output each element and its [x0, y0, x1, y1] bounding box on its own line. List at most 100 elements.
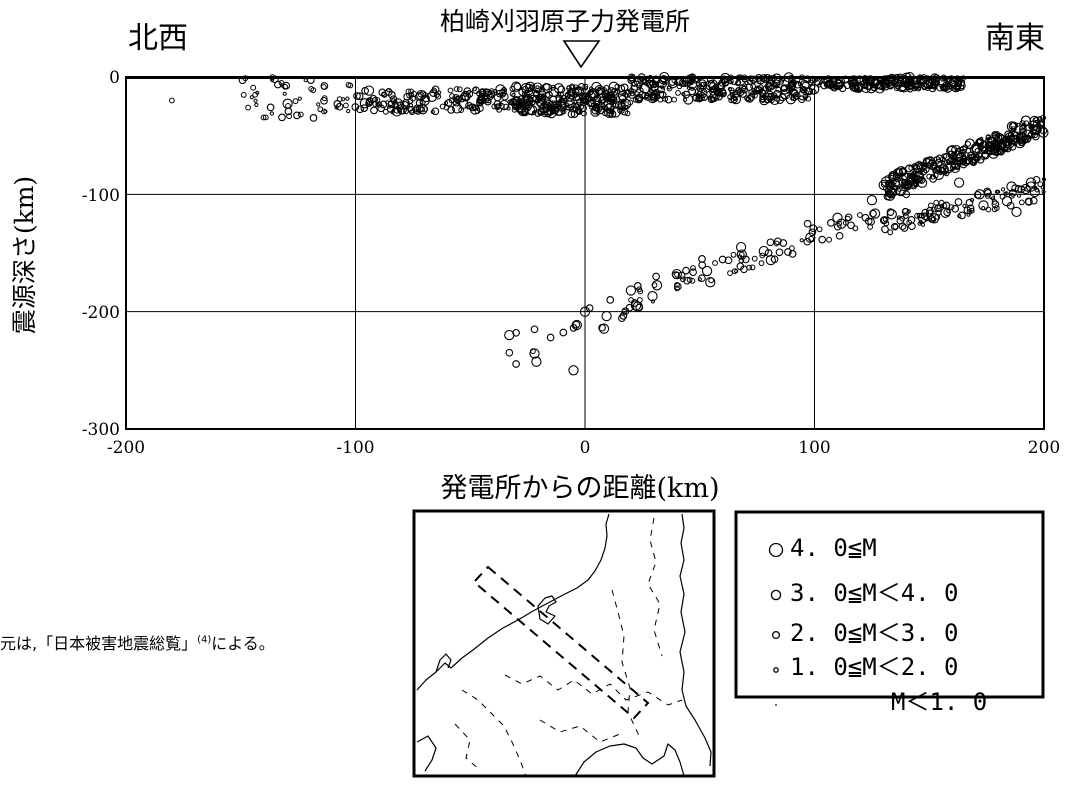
earthquake-point: [452, 94, 460, 102]
earthquake-point: [751, 255, 758, 262]
earthquake-point: [653, 97, 658, 102]
earthquake-point: [351, 103, 360, 111]
earthquake-point: [926, 173, 933, 180]
earthquake-point: [431, 87, 438, 94]
earthquake-point: [408, 103, 413, 108]
earthquake-point: [630, 300, 642, 311]
earthquake-point: [753, 89, 758, 94]
earthquake-point: [799, 238, 804, 243]
earthquake-point: [572, 320, 581, 329]
earthquake-point: [882, 186, 888, 191]
earthquake-point: [989, 144, 1000, 156]
y-tick-labels: 0 -100 -200 -300: [82, 68, 120, 440]
earthquake-point: [1012, 142, 1018, 147]
earthquake-point: [690, 265, 696, 271]
earthquake-point: [972, 154, 981, 163]
earthquake-point: [689, 268, 697, 277]
earthquake-point: [892, 223, 899, 230]
earthquake-point: [657, 96, 664, 103]
earthquake-point: [1030, 124, 1042, 136]
x-tick-label: 0: [580, 438, 591, 458]
earthquake-point: [547, 110, 553, 116]
earthquake-point: [923, 78, 934, 90]
earthquake-point: [683, 276, 691, 285]
earthquake-point: [942, 201, 951, 210]
y-tick-label: 0: [109, 68, 120, 88]
legend-symbol: [771, 630, 781, 640]
x-tick-labels: -200 -100 0 100 200: [107, 438, 1060, 458]
earthquake-point: [958, 211, 966, 220]
earthquake-point: [826, 236, 832, 243]
earthquake-point: [999, 134, 1005, 141]
earthquake-point: [741, 255, 750, 264]
y-axis-label: 震源深さ(km): [10, 176, 39, 334]
earthquake-point: [995, 143, 1002, 150]
earthquake-point: [378, 88, 387, 97]
earthquake-point: [606, 296, 615, 304]
earthquake-point: [557, 85, 566, 94]
earthquake-point: [1009, 189, 1017, 197]
earthquake-point: [297, 111, 304, 118]
earthquake-point: [487, 90, 496, 98]
earthquake-point: [501, 87, 507, 93]
earthquake-point: [535, 85, 540, 90]
earthquake-point: [707, 95, 712, 100]
earthquake-point: [453, 95, 462, 104]
earthquake-point: [923, 79, 928, 84]
earthquake-point: [1017, 136, 1026, 144]
earthquake-point: [479, 92, 486, 99]
earthquake-point: [940, 203, 945, 208]
earthquake-point: [1030, 129, 1037, 136]
earthquake-point: [978, 141, 989, 152]
earthquake-point: [648, 89, 654, 94]
earthquake-point: [896, 166, 907, 177]
earthquake-point: [683, 94, 694, 105]
earthquake-point: [410, 95, 416, 102]
earthquake-point: [935, 209, 942, 216]
earthquake-point: [570, 110, 579, 118]
earthquake-point: [1041, 177, 1047, 182]
earthquake-point: [883, 220, 890, 227]
earthquake-point: [935, 154, 944, 163]
earthquake-point: [377, 104, 385, 113]
earthquake-point: [999, 193, 1006, 200]
earthquake-point: [920, 213, 925, 219]
earthquake-point: [1018, 199, 1025, 206]
earthquake-point: [973, 156, 978, 161]
earthquake-point: [928, 213, 940, 224]
earthquake-point: [618, 314, 626, 323]
west-coast: [416, 735, 437, 772]
earthquake-point: [321, 108, 327, 115]
earthquake-point: [1041, 189, 1046, 194]
earthquake-point: [930, 217, 936, 222]
earthquake-point: [545, 90, 553, 99]
earthquake-point: [529, 84, 535, 91]
earthquake-point: [499, 88, 507, 97]
earthquake-point: [698, 274, 706, 283]
earthquake-point: [914, 212, 920, 219]
plot-area: [125, 71, 1049, 430]
earthquake-point: [947, 145, 958, 156]
earthquake-point: [386, 105, 395, 113]
earthquake-point: [1019, 120, 1026, 126]
earthquake-point: [974, 189, 985, 200]
earthquake-point: [282, 81, 291, 90]
earthquake-point: [341, 97, 346, 102]
earthquake-point: [282, 91, 287, 96]
earthquake-point: [730, 251, 737, 258]
footnote-text: 元は,「日本被害地震総覧」: [0, 634, 198, 653]
earthquake-point: [566, 85, 572, 92]
earthquake-point: [779, 239, 788, 247]
earthquake-point: [912, 164, 921, 173]
earthquake-point: [959, 160, 968, 169]
earthquake-point: [850, 81, 855, 86]
earthquake-point: [723, 80, 729, 87]
earthquake-point: [553, 105, 564, 116]
earthquake-point: [816, 226, 823, 233]
earthquake-point: [320, 82, 329, 90]
earthquake-point: [978, 200, 989, 211]
x-tick-label: 200: [1028, 438, 1060, 458]
earthquake-point: [266, 103, 275, 112]
earthquake-point: [907, 177, 914, 184]
earthquake-point: [531, 356, 542, 367]
